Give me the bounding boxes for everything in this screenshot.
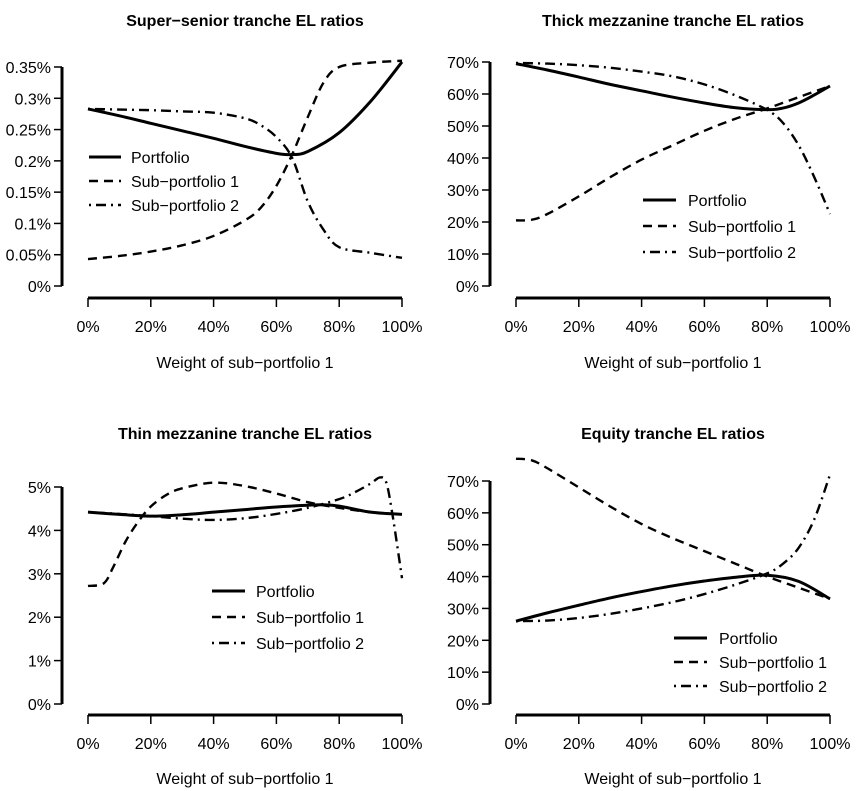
y-tick-label: 3% — [28, 567, 51, 584]
y-tick-label: 4% — [28, 523, 51, 540]
legend-label-3: Sub−portfolio 2 — [719, 679, 827, 696]
series-line-1 — [515, 573, 831, 623]
y-tick-label: 60% — [447, 87, 479, 104]
legend-label-3: Sub−portfolio 2 — [256, 636, 364, 653]
y-tick-label: 0.15% — [6, 185, 51, 202]
x-tick-label: 60% — [260, 319, 292, 336]
legend: Portfolio Sub−portfolio 1 Sub−portfolio 2 — [89, 150, 239, 215]
y-tick-label: 30% — [447, 183, 479, 200]
series-line-1 — [515, 62, 831, 112]
series-line-2 — [515, 84, 831, 222]
legend: Portfolio Sub−portfolio 1 Sub−portfolio 2 — [643, 193, 796, 262]
x-tick-label: 60% — [688, 736, 720, 753]
y-tick-label: 0% — [456, 279, 479, 296]
x-axis-label: Weight of sub−portfolio 1 — [156, 355, 333, 372]
y-tick-label: 0.05% — [6, 248, 51, 265]
y-tick-label: 5% — [28, 480, 51, 497]
chart-panel-3: Thin mezzanine tranche EL ratios 0% 20% 40%… — [28, 426, 423, 788]
y-tick-label: 1% — [28, 654, 51, 671]
y-tick-label: 0.2% — [15, 154, 51, 171]
x-tick-label: 80% — [323, 736, 355, 753]
legend-label-2: Sub−portfolio 1 — [256, 610, 364, 627]
x-tick-label: 20% — [135, 736, 167, 753]
legend: Portfolio Sub−portfolio 1 Sub−portfolio 2 — [212, 584, 364, 653]
x-tick-label: 40% — [198, 319, 230, 336]
x-tick-label: 80% — [751, 319, 783, 336]
y-tick-label: 0% — [28, 279, 51, 296]
x-tick-label: 20% — [563, 319, 595, 336]
y-tick-label: 70% — [447, 474, 479, 491]
legend-label-2: Sub−portfolio 1 — [719, 655, 827, 672]
x-tick-label: 40% — [626, 736, 658, 753]
y-tick-label: 0% — [28, 697, 51, 714]
y-tick-label: 60% — [447, 506, 479, 523]
chart-panel-2: Thick mezzanine tranche EL ratios 0% 20% 40… — [447, 13, 850, 372]
x-axis-label: Weight of sub−portfolio 1 — [584, 771, 761, 788]
legend-label-3: Sub−portfolio 2 — [688, 245, 796, 262]
x-tick-label: 100% — [382, 736, 423, 753]
x-tick-label: 0% — [76, 736, 99, 753]
y-tick-label: 0.35% — [6, 60, 51, 77]
legend-label-1: Portfolio — [131, 150, 190, 167]
chart-panel-1: Super−senior tranche EL ratios 0% 20% 40% 60… — [6, 13, 423, 372]
y-tick-label: 20% — [447, 215, 479, 232]
x-tick-label: 80% — [323, 319, 355, 336]
x-tick-label: 60% — [260, 736, 292, 753]
x-tick-label: 80% — [751, 736, 783, 753]
y-tick-label: 70% — [447, 55, 479, 72]
legend-label-1: Portfolio — [688, 193, 747, 210]
x-axis-label: Weight of sub−portfolio 1 — [584, 355, 761, 372]
chart-title: Thick mezzanine tranche EL ratios — [542, 13, 804, 30]
y-tick-label: 0% — [456, 697, 479, 714]
x-tick-label: 40% — [198, 736, 230, 753]
x-tick-label: 20% — [563, 736, 595, 753]
legend-label-1: Portfolio — [256, 584, 315, 601]
legend-label-1: Portfolio — [719, 631, 778, 648]
chart-title: Equity tranche EL ratios — [581, 426, 765, 443]
y-tick-label: 10% — [447, 665, 479, 682]
series-line-2 — [515, 457, 831, 601]
y-tick-label: 10% — [447, 247, 479, 264]
x-tick-label: 0% — [504, 319, 527, 336]
y-tick-label: 2% — [28, 610, 51, 627]
chart-panel-4: Equity tranche EL ratios 0% 20% 40% 60% 80% 10… — [447, 426, 850, 788]
series-line-2 — [87, 59, 403, 261]
x-tick-label: 20% — [135, 319, 167, 336]
y-tick-label: 0.25% — [6, 123, 51, 140]
x-tick-label: 60% — [688, 319, 720, 336]
x-tick-label: 100% — [810, 736, 851, 753]
chart-title: Thin mezzanine tranche EL ratios — [118, 426, 372, 443]
x-tick-label: 100% — [382, 319, 423, 336]
x-tick-label: 0% — [76, 319, 99, 336]
chart-title: Super−senior tranche EL ratios — [126, 13, 364, 30]
series-line-3 — [87, 107, 403, 260]
legend-label-3: Sub−portfolio 2 — [131, 198, 239, 215]
legend-label-2: Sub−portfolio 1 — [688, 219, 796, 236]
x-tick-label: 100% — [810, 319, 851, 336]
x-tick-label: 0% — [504, 736, 527, 753]
x-tick-label: 40% — [626, 319, 658, 336]
y-tick-label: 0.3% — [15, 91, 51, 108]
y-tick-label: 40% — [447, 151, 479, 168]
series-line-1 — [87, 61, 404, 157]
series-line-2 — [87, 481, 403, 588]
series-line-3 — [87, 476, 404, 579]
y-tick-label: 20% — [447, 633, 479, 650]
y-tick-label: 0.1% — [15, 216, 51, 233]
y-tick-label: 40% — [447, 570, 479, 587]
y-tick-label: 50% — [447, 538, 479, 555]
series-line-3 — [515, 61, 832, 215]
legend-label-2: Sub−portfolio 1 — [131, 174, 239, 191]
y-tick-label: 30% — [447, 601, 479, 618]
x-axis-label: Weight of sub−portfolio 1 — [156, 771, 333, 788]
legend: Portfolio Sub−portfolio 1 Sub−portfolio 2 — [674, 631, 827, 696]
y-tick-label: 50% — [447, 119, 479, 136]
series-line-3 — [515, 474, 832, 623]
